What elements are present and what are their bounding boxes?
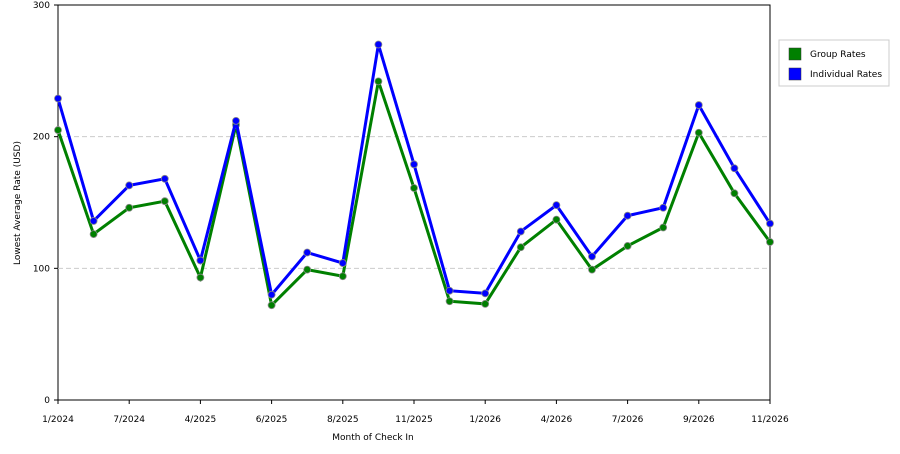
legend-swatch: [788, 47, 802, 61]
data-point: [89, 230, 98, 239]
data-point: [374, 77, 383, 86]
data-point: [481, 299, 490, 308]
data-point: [694, 128, 703, 137]
data-point: [694, 101, 703, 109]
data-point: [196, 273, 205, 282]
data-point: [54, 94, 62, 103]
data-point: [54, 126, 62, 134]
data-point: [623, 242, 632, 250]
data-point: [160, 197, 169, 206]
data-point: [623, 211, 632, 220]
data-point: [267, 301, 276, 310]
data-point: [445, 286, 454, 295]
data-point: [481, 289, 490, 298]
y-tick-label: 200: [33, 133, 50, 143]
x-tick-label: 11/2026: [751, 415, 789, 425]
x-tick-label: 9/2026: [683, 415, 715, 425]
x-tick-label: 4/2026: [541, 415, 573, 425]
legend-label: Individual Rates: [810, 70, 882, 80]
data-point: [766, 219, 774, 228]
data-point: [552, 215, 561, 224]
x-tick-label: 7/2024: [113, 415, 145, 425]
y-tick-label: 0: [44, 396, 50, 406]
data-point: [410, 184, 418, 192]
data-point: [338, 272, 347, 281]
x-tick-label: 1/2024: [42, 415, 74, 425]
legend-label: Group Rates: [810, 50, 866, 60]
data-point: [160, 174, 169, 183]
data-point: [89, 217, 98, 225]
x-axis-label: Month of Check In: [332, 433, 414, 443]
data-point: [730, 189, 739, 198]
data-point: [516, 227, 525, 236]
x-tick-label: 1/2026: [469, 415, 501, 425]
data-point: [659, 203, 668, 212]
data-point: [232, 116, 240, 125]
x-tick-label: 6/2025: [256, 415, 288, 425]
data-point: [516, 243, 525, 252]
data-point: [588, 265, 596, 274]
data-point: [374, 40, 383, 49]
data-point: [410, 160, 418, 169]
y-tick-label: 300: [33, 1, 50, 11]
data-point: [659, 223, 668, 232]
data-point: [267, 290, 276, 299]
data-point: [125, 181, 134, 190]
x-tick-label: 4/2025: [185, 415, 217, 425]
legend-swatch: [788, 67, 802, 81]
y-tick-label: 100: [33, 264, 50, 274]
data-point: [552, 201, 561, 210]
data-point: [125, 203, 134, 212]
data-point: [730, 164, 739, 173]
x-tick-label: 8/2025: [327, 415, 359, 425]
x-tick-label: 11/2025: [395, 415, 432, 425]
x-tick-label: 7/2026: [612, 415, 644, 425]
data-point: [445, 297, 454, 306]
data-point: [588, 252, 596, 261]
data-point: [196, 256, 205, 265]
data-point: [303, 265, 312, 274]
y-axis-label: Lowest Average Rate (USD): [13, 141, 23, 265]
data-point: [303, 248, 312, 257]
data-point: [766, 238, 774, 246]
data-point: [338, 259, 347, 267]
